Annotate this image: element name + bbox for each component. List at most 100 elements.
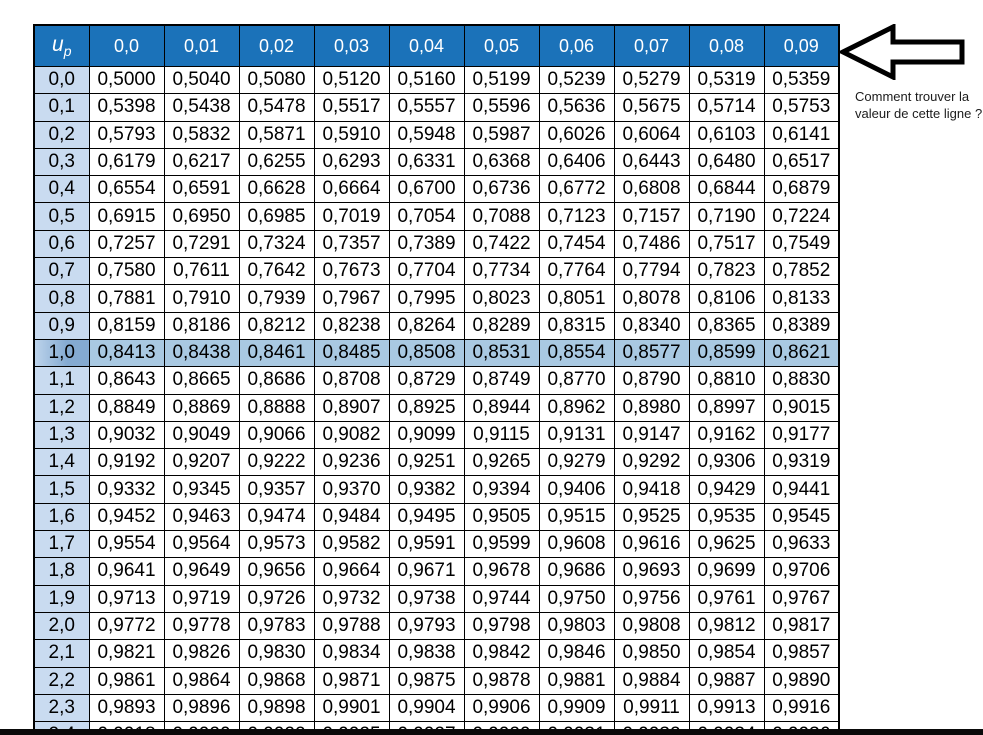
table-cell: 0,8186 [163, 311, 240, 340]
table-cell: 0,9884 [613, 666, 690, 695]
table-cell: 0,9394 [463, 475, 540, 504]
table-cell: 0,8461 [238, 338, 315, 368]
row-label: 1,9 [33, 584, 90, 613]
table-cell: 0,6255 [238, 147, 315, 177]
table-cell: 0,8531 [463, 338, 540, 368]
table-cell: 0,9656 [238, 557, 315, 586]
table-cell: 0,8869 [163, 393, 240, 422]
table-cell: 0,7190 [688, 202, 765, 231]
table-cell: 0,8554 [538, 338, 615, 368]
table-cell: 0,9535 [688, 502, 765, 532]
table-cell: 0,9370 [313, 475, 390, 504]
table-cell: 0,9732 [313, 584, 390, 613]
table-cell: 0,9554 [88, 530, 165, 559]
table-cell: 0,5987 [463, 120, 540, 149]
table-cell: 0,7881 [88, 284, 165, 313]
table-cell: 0,9868 [238, 666, 315, 695]
row-label: 1,4 [33, 448, 90, 477]
table-cell: 0,9418 [613, 475, 690, 504]
table-cell: 0,7088 [463, 202, 540, 231]
table-cell: 0,8289 [463, 311, 540, 340]
table-cell: 0,9678 [463, 557, 540, 586]
table-row: 2,3 0,9893 0,9896 0,9898 0,9901 0,9904 0,9906 0… [33, 693, 840, 723]
table-cell: 0,6103 [688, 120, 765, 149]
column-header: 0,02 [238, 24, 315, 67]
column-header: 0,09 [763, 24, 840, 67]
table-body: 0,0 0,5000 0,5040 0,5080 0,5120 0,5160 0,5199 0… [33, 65, 840, 729]
table-cell: 0,9525 [613, 502, 690, 532]
table-cell: 0,6700 [388, 175, 465, 204]
table-row: 0,1 0,5398 0,5438 0,5478 0,5517 0,5557 0,5596 0… [33, 93, 840, 122]
table-cell: 0,9664 [313, 557, 390, 586]
table-cell: 0,8051 [538, 284, 615, 313]
table-cell: 0,5596 [463, 93, 540, 122]
table-cell: 0,9686 [538, 557, 615, 586]
table-cell: 0,9222 [238, 448, 315, 477]
table-row: 0,7 0,7580 0,7611 0,7642 0,7673 0,7704 0,7734 0… [33, 257, 840, 286]
table-cell: 0,8907 [313, 393, 390, 422]
column-header: 0,05 [463, 24, 540, 67]
table-cell: 0,9545 [763, 502, 840, 532]
table-cell: 0,7939 [238, 284, 315, 313]
table-cell: 0,9803 [538, 611, 615, 641]
table-cell: 0,5714 [688, 93, 765, 122]
table-cell: 0,9857 [763, 639, 840, 668]
column-header: 0,04 [388, 24, 465, 67]
table-cell: 0,7794 [613, 257, 690, 286]
table-cell: 0,9916 [763, 693, 840, 723]
table-cell: 0,9177 [763, 420, 840, 450]
table-cell: 0,9608 [538, 530, 615, 559]
table-cell: 0,5871 [238, 120, 315, 149]
table-cell: 0,9505 [463, 502, 540, 532]
table-cell: 0,7224 [763, 202, 840, 231]
table-row: 2,2 0,9861 0,9864 0,9868 0,9871 0,9875 0,9878 0… [33, 666, 840, 695]
row-label: 0,3 [33, 147, 90, 177]
table-cell: 0,5319 [688, 65, 765, 95]
table-cell: 0,7324 [238, 229, 315, 259]
table-cell: 0,9913 [688, 693, 765, 723]
table-cell: 0,9817 [763, 611, 840, 641]
table-cell: 0,8413 [88, 338, 165, 368]
table-cell: 0,9901 [313, 693, 390, 723]
table-cell: 0,6293 [313, 147, 390, 177]
table-cell: 0,9236 [313, 448, 390, 477]
row-label: 1,3 [33, 420, 90, 450]
table-cell: 0,6950 [163, 202, 240, 231]
table-cell: 0,5040 [163, 65, 240, 95]
table-cell: 0,9808 [613, 611, 690, 641]
table-cell: 0,9406 [538, 475, 615, 504]
table-cell: 0,7611 [163, 257, 240, 286]
table-cell: 0,9812 [688, 611, 765, 641]
row-label: 0,5 [33, 202, 90, 231]
table-cell: 0,6985 [238, 202, 315, 231]
table-cell: 0,9793 [388, 611, 465, 641]
row-label: 1,2 [33, 393, 90, 422]
table-cell: 0,6064 [613, 120, 690, 149]
table-cell: 0,7642 [238, 257, 315, 286]
table-cell: 0,6217 [163, 147, 240, 177]
row-label: 0,7 [33, 257, 90, 286]
table-row: 1,3 0,9032 0,9049 0,9066 0,9082 0,9099 0,9115 0… [33, 420, 840, 450]
table-cell: 0,9881 [538, 666, 615, 695]
table-cell: 0,9357 [238, 475, 315, 504]
table-cell: 0,8810 [688, 366, 765, 395]
table-cell: 0,9744 [463, 584, 540, 613]
table-cell: 0,9861 [88, 666, 165, 695]
table-cell: 0,8790 [613, 366, 690, 395]
table-row: 2,1 0,9821 0,9826 0,9830 0,9834 0,9838 0,9842 0… [33, 639, 840, 668]
table-cell: 0,9131 [538, 420, 615, 450]
table-cell: 0,9616 [613, 530, 690, 559]
table-cell: 0,8944 [463, 393, 540, 422]
table-cell: 0,5910 [313, 120, 390, 149]
table-cell: 0,9641 [88, 557, 165, 586]
table-cell: 0,8665 [163, 366, 240, 395]
table-cell: 0,9838 [388, 639, 465, 668]
table-cell: 0,5948 [388, 120, 465, 149]
row-label: 0,8 [33, 284, 90, 313]
row-label: 0,1 [33, 93, 90, 122]
table-cell: 0,9778 [163, 611, 240, 641]
table-cell: 0,9429 [688, 475, 765, 504]
header-row: up 0,0 0,01 0,02 0,03 0,04 0,05 0,06 0,07 0,08 0,… [33, 24, 840, 67]
table-cell: 0,7389 [388, 229, 465, 259]
table-cell: 0,9842 [463, 639, 540, 668]
